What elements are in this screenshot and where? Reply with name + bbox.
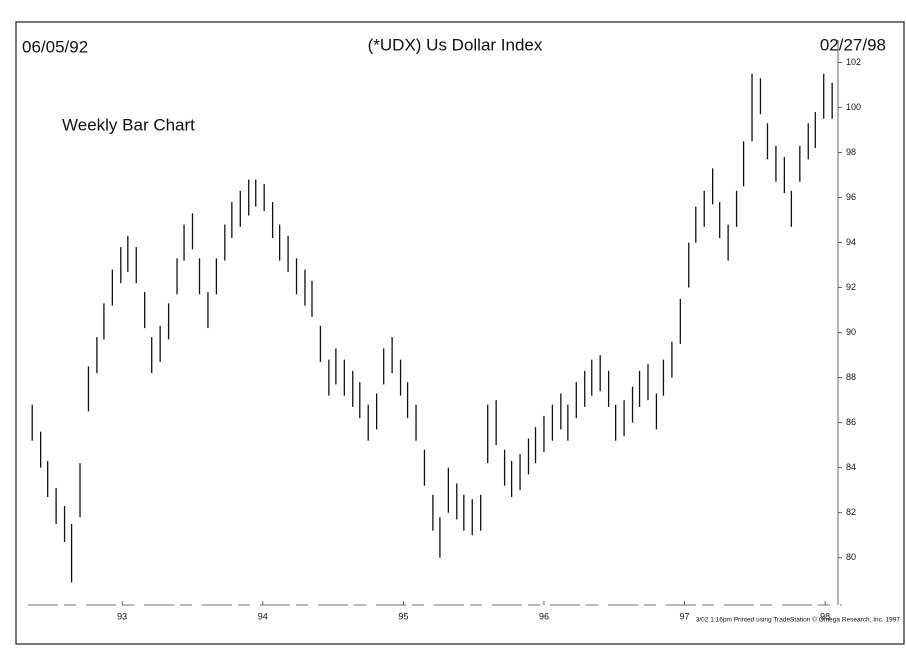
x-tick-label: 94: [258, 611, 268, 621]
frame: [15, 21, 905, 645]
x-tick-label: 98: [820, 611, 830, 621]
y-tick-label: 100: [846, 102, 861, 112]
y-tick-label: 98: [846, 147, 856, 157]
y-tick-label: 94: [846, 237, 856, 247]
y-tick-label: 102: [846, 57, 861, 67]
x-tick-label: 97: [680, 611, 690, 621]
y-tick-label: 92: [846, 282, 856, 292]
end-date: 02/27/98: [820, 35, 886, 54]
y-tick-label: 88: [846, 372, 856, 382]
x-tick-label: 93: [117, 611, 127, 621]
y-tick-label: 84: [846, 462, 856, 472]
y-tick-label: 96: [846, 192, 856, 202]
chart-subtitle: Weekly Bar Chart: [62, 115, 195, 134]
y-tick-label: 86: [846, 417, 856, 427]
y-tick-label: 82: [846, 507, 856, 517]
footer: 3/02 1:16pm Printed using TradeStation ©…: [696, 616, 901, 624]
start-date: 06/05/92: [22, 37, 88, 56]
y-tick-label: 80: [846, 552, 856, 562]
x-tick-label: 96: [539, 611, 549, 621]
y-tick-label: 90: [846, 327, 856, 337]
x-tick-label: 95: [398, 611, 408, 621]
chart-title: (*UDX) Us Dollar Index: [368, 35, 543, 54]
